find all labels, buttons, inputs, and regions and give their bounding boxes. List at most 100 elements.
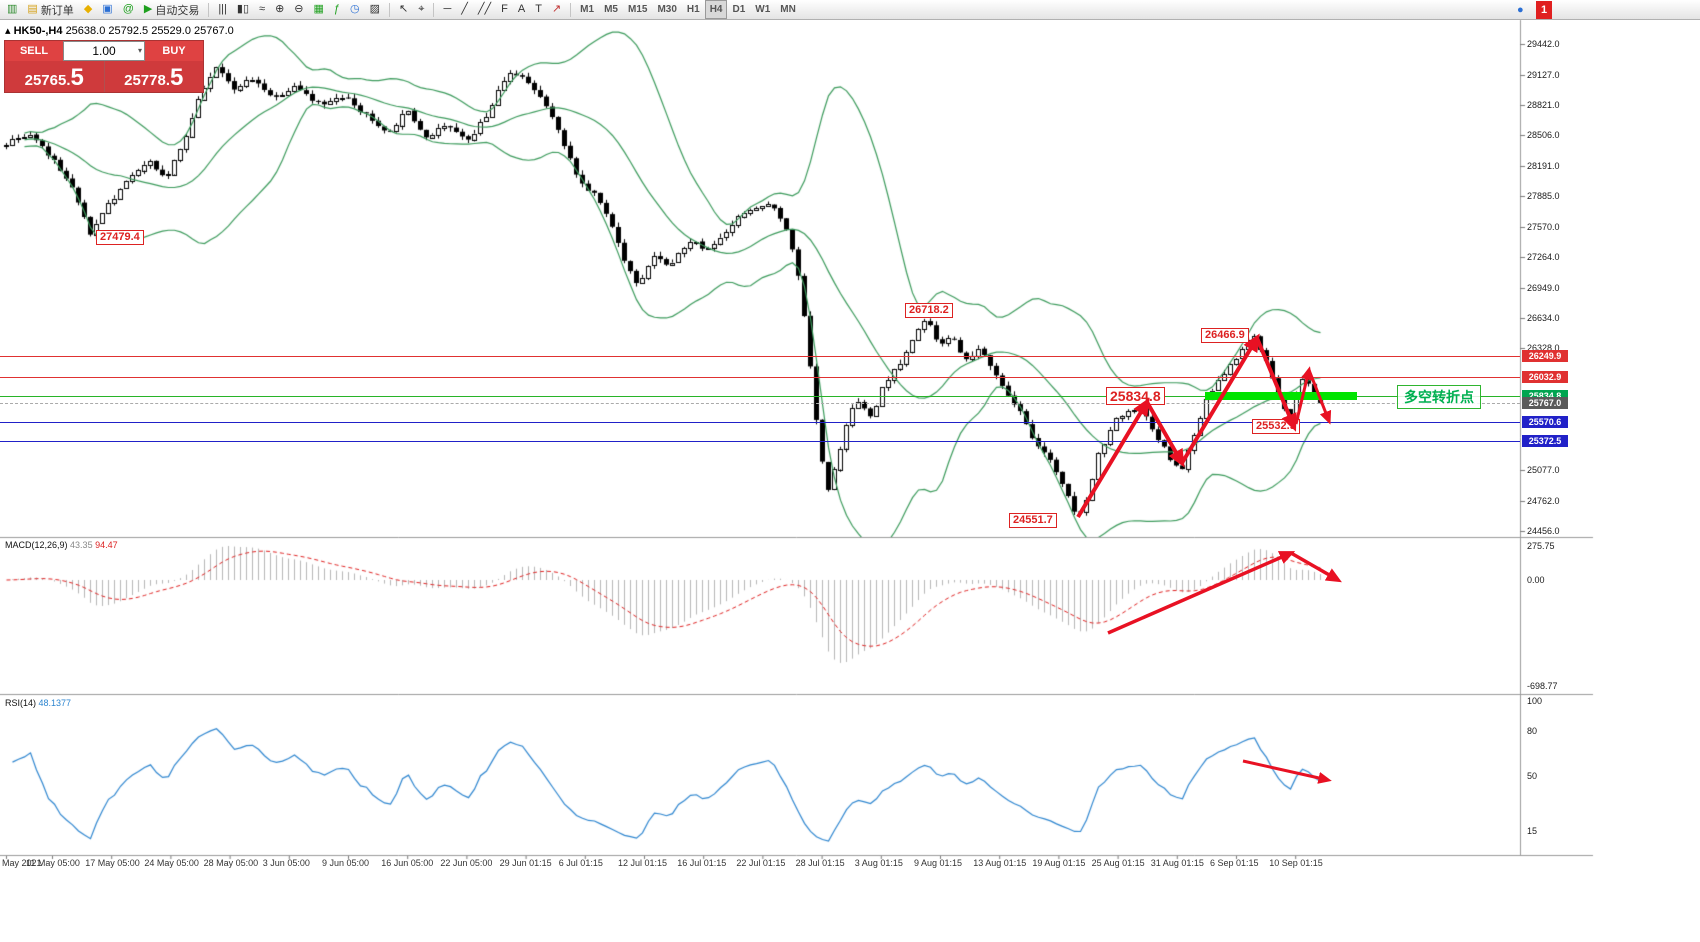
time-axis-label: 6 Jul 01:15 (558, 858, 603, 868)
one-click-toggle[interactable]: ▴ (5, 25, 11, 37)
timeframe-h4[interactable]: H4 (704, 0, 728, 19)
time-axis-label: 10 Sep 01:15 (1269, 858, 1323, 868)
timeframe-m15[interactable]: M15 (627, 4, 648, 15)
turning-point-highlight[interactable] (1205, 392, 1357, 401)
text-icon[interactable]: A (513, 0, 530, 19)
period-icon[interactable]: ◷ (345, 0, 365, 19)
price-axis-label: 26949.0 (1527, 282, 1560, 293)
price-callout-25834.8[interactable]: 25834.8 (1106, 387, 1165, 405)
timeframe-m30[interactable]: M30 (657, 4, 677, 15)
tile-windows-icon[interactable]: ▦ (309, 0, 329, 19)
trend-arrow[interactable] (1290, 551, 1342, 583)
volume-dropdown-icon[interactable]: ▾ (137, 46, 142, 55)
timeframe-w1[interactable]: W1 (755, 4, 771, 15)
buy-button[interactable]: BUY (145, 41, 203, 61)
price-axis-label: 24456.0 (1527, 526, 1560, 536)
horizontal-level-line[interactable] (0, 422, 1520, 424)
label-icon: T (535, 3, 542, 15)
horizontal-level-line[interactable] (0, 355, 1520, 357)
notifications-badge[interactable]: 1 (1536, 1, 1553, 19)
price-tag-26032.9: 26032.9 (1522, 370, 1568, 383)
bars-chart-type-icon: ||| (218, 3, 227, 15)
line-chart-type-icon[interactable]: ≈ (254, 0, 270, 19)
horizontal-level-line[interactable] (0, 396, 1520, 398)
channel-icon: ╱╱ (477, 3, 492, 15)
rsi-axis-label: 15 (1527, 826, 1538, 836)
label-icon[interactable]: T (530, 0, 547, 19)
sell-button[interactable]: SELL (5, 41, 63, 61)
zoom-out-icon[interactable]: ⊖ (289, 0, 308, 19)
sell-price-big-digit: 5 (70, 64, 84, 91)
candles-chart-type-icon[interactable]: ▮▯ (232, 0, 254, 19)
price-callout-27479.4[interactable]: 27479.4 (96, 230, 144, 245)
new-chart-icon[interactable]: ▥ (2, 0, 22, 19)
metaeditor-icon[interactable]: ◆ (79, 0, 97, 19)
fibonacci-icon[interactable]: F (496, 0, 513, 19)
price-axis-label: 24762.0 (1527, 496, 1560, 507)
templates-icon: ▨ (369, 3, 381, 15)
horizontal-line-icon[interactable]: ─ (438, 0, 456, 19)
timeframe-h1[interactable]: H1 (686, 4, 700, 15)
trend-arrow[interactable] (1107, 551, 1296, 635)
tile-windows-icon: ▦ (313, 3, 324, 15)
turning-point-label[interactable]: 多空转折点 (1397, 385, 1481, 409)
price-callout-26718.2[interactable]: 26718.2 (905, 303, 953, 318)
horizontal-level-line[interactable] (0, 402, 1520, 404)
price-axis-label: 27570.0 (1527, 221, 1560, 232)
timeframe-d1[interactable]: D1 (732, 4, 746, 15)
candles-chart-type-icon: ▮▯ (236, 3, 250, 15)
symbol-info: ▴ HK50-,H4 25638.0 25792.5 25529.0 25767… (5, 24, 234, 37)
price-axis-label: 28191.0 (1527, 161, 1560, 172)
trend-arrow[interactable] (1145, 401, 1185, 468)
zoom-in-icon[interactable]: ⊕ (270, 0, 289, 19)
autotrading-button[interactable]: ▶ 自动交易 (139, 0, 204, 19)
trend-arrow[interactable] (1076, 397, 1150, 519)
time-axis-label: 9 Aug 01:15 (914, 858, 963, 868)
trend-arrow[interactable] (1242, 759, 1332, 784)
sell-price[interactable]: 25765. 5 (5, 61, 105, 92)
metaeditor-icon: ◆ (83, 3, 93, 15)
arrows-icon[interactable]: ↗ (547, 0, 566, 19)
price-callout-24551.7[interactable]: 24551.7 (1009, 513, 1057, 528)
zoom-out-icon: ⊖ (294, 3, 304, 15)
trendline-icon[interactable]: ╱ (456, 0, 473, 19)
indicators-icon[interactable]: ƒ (329, 0, 345, 19)
templates-icon[interactable]: ▨ (365, 0, 385, 19)
new-order-button[interactable]: ▤ 新订单 (22, 0, 78, 19)
timeframe-m1[interactable]: M1 (580, 4, 595, 15)
indicators-icon: ƒ (333, 3, 341, 15)
price-callout-26466.9[interactable]: 26466.9 (1201, 328, 1249, 343)
price-callout-25532.9[interactable]: 25532.9 (1252, 419, 1300, 434)
bars-chart-type-icon[interactable]: ||| (213, 0, 232, 19)
volume-input[interactable]: 1.00 ▾ (63, 41, 145, 61)
terminal-icon[interactable]: ▣ (97, 0, 117, 19)
buy-price[interactable]: 25778. 5 (105, 61, 204, 92)
timeframe-mn[interactable]: MN (780, 4, 796, 15)
price-axis-label: 29127.0 (1527, 69, 1560, 80)
buy-price-main: 25778. (124, 72, 171, 89)
timeframe-m5[interactable]: M5 (604, 4, 618, 15)
channel-icon[interactable]: ╱╱ (473, 0, 496, 19)
horizontal-level-line[interactable] (0, 441, 1520, 443)
text-icon: A (517, 3, 526, 15)
new-order-button-icon: ▤ (27, 3, 38, 15)
price-tag-25372.5: 25372.5 (1522, 435, 1568, 448)
crosshair-icon[interactable]: ⌖ (413, 0, 429, 19)
chat-icon[interactable]: ● (1517, 4, 1524, 16)
price-axis-label: 25077.0 (1527, 465, 1560, 476)
macd-indicator-label: MACD(12,26,9) 43.35 94.47 (5, 540, 118, 550)
rsi-axis-label: 80 (1527, 726, 1538, 736)
time-axis-label: 6 Sep 01:15 (1210, 858, 1259, 868)
time-axis-label: 17 May 05:00 (85, 858, 140, 868)
horizontal-level-line[interactable] (0, 376, 1520, 378)
trend-arrow[interactable] (1255, 337, 1297, 432)
cursor-icon[interactable]: ↖ (394, 0, 413, 19)
time-axis-label: 28 Jul 01:15 (795, 858, 845, 868)
trendline-icon: ╱ (461, 3, 468, 15)
rsi-axis-label: 50 (1527, 771, 1538, 781)
time-axis-label: 22 Jul 01:15 (736, 858, 786, 868)
community-icon[interactable]: @ (118, 0, 139, 19)
